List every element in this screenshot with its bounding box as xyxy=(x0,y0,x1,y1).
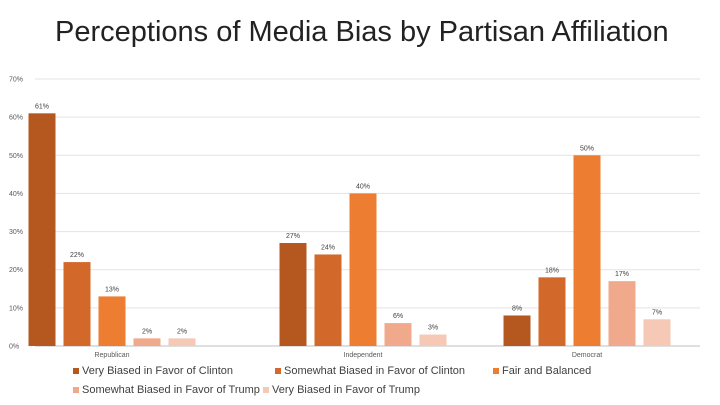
bar xyxy=(643,319,671,346)
legend-label: Very Biased in Favor of Trump xyxy=(272,384,420,396)
bar xyxy=(133,338,161,346)
legend-item: Very Biased in Favor of Clinton xyxy=(73,365,233,377)
data-label: 24% xyxy=(321,244,335,251)
legend-item: Somewhat Biased in Favor of Trump xyxy=(73,384,260,396)
data-label: 18% xyxy=(545,267,559,274)
bar xyxy=(608,281,636,346)
data-label: 7% xyxy=(652,309,662,316)
legend-swatch xyxy=(275,368,281,374)
legend-label: Very Biased in Favor of Clinton xyxy=(82,365,233,377)
legend-swatch xyxy=(493,368,499,374)
bar xyxy=(384,323,412,346)
x-tick-label: Democrat xyxy=(572,352,602,359)
data-label: 27% xyxy=(286,233,300,240)
bar xyxy=(168,338,196,346)
x-tick-label: Independent xyxy=(344,352,383,359)
legend-swatch xyxy=(263,387,269,393)
bar xyxy=(28,113,56,346)
data-label: 6% xyxy=(393,313,403,320)
legend-label: Fair and Balanced xyxy=(502,365,591,377)
y-tick-label: 70% xyxy=(9,77,23,84)
data-label: 8% xyxy=(512,305,522,312)
y-tick-label: 30% xyxy=(9,229,23,236)
bar xyxy=(98,296,126,346)
y-tick-label: 10% xyxy=(9,305,23,312)
bar xyxy=(538,277,566,346)
data-label: 17% xyxy=(615,271,629,278)
legend-label: Somewhat Biased in Favor of Clinton xyxy=(284,365,465,377)
data-label: 40% xyxy=(356,183,370,190)
data-label: 3% xyxy=(428,325,438,332)
x-axis: Republican Independent Democrat xyxy=(94,352,602,359)
data-label: 13% xyxy=(105,286,119,293)
y-tick-label: 40% xyxy=(9,191,23,198)
chart-title: Perceptions of Media Bias by Partisan Af… xyxy=(55,16,669,48)
y-tick-label: 50% xyxy=(9,153,23,160)
bar xyxy=(573,155,601,346)
data-labels: 61% 22% 13% 2% 2% 27% 24% 40% 6% 3% 8% 18% 50% 17% 7% xyxy=(35,103,662,335)
data-label: 2% xyxy=(177,328,187,335)
legend: Very Biased in Favor of Clinton Somewhat … xyxy=(73,365,591,396)
bar xyxy=(349,193,377,346)
data-label: 22% xyxy=(70,252,84,259)
bar xyxy=(503,315,531,346)
bar xyxy=(63,262,91,346)
x-tick-label: Republican xyxy=(94,352,129,359)
legend-item: Fair and Balanced xyxy=(493,365,591,377)
legend-item: Very Biased in Favor of Trump xyxy=(263,384,420,396)
y-tick-label: 20% xyxy=(9,267,23,274)
legend-label: Somewhat Biased in Favor of Trump xyxy=(82,384,260,396)
bars xyxy=(28,113,671,346)
data-label: 61% xyxy=(35,103,49,110)
y-tick-label: 60% xyxy=(9,115,23,122)
data-label: 2% xyxy=(142,328,152,335)
legend-swatch xyxy=(73,368,79,374)
bar xyxy=(419,334,447,346)
data-label: 50% xyxy=(580,145,594,152)
legend-item: Somewhat Biased in Favor of Clinton xyxy=(275,365,465,377)
legend-swatch xyxy=(73,387,79,393)
bar xyxy=(314,254,342,346)
bar xyxy=(279,243,307,346)
y-tick-label: 0% xyxy=(9,344,19,351)
y-axis: 0% 10% 20% 30% 40% 50% 60% 70% xyxy=(9,77,23,351)
